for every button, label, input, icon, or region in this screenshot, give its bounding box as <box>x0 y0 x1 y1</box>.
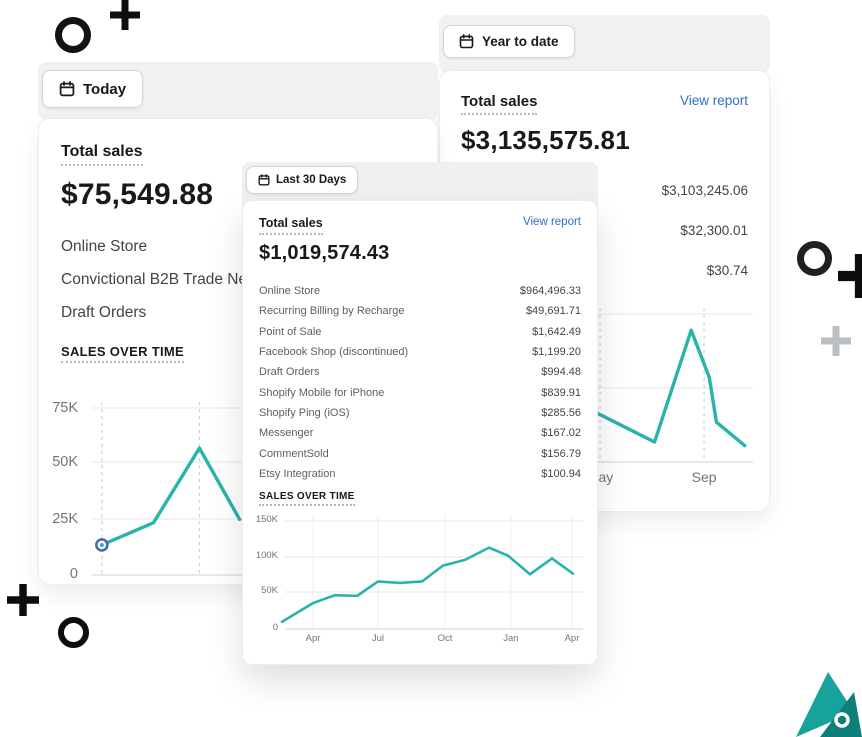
plus-decoration-icon <box>821 326 851 356</box>
view-report-link[interactable]: View report <box>679 93 748 108</box>
section-title: SALES OVER TIME <box>61 344 184 363</box>
table-row: Etsy Integration $100.94 <box>259 464 581 484</box>
section-title: SALES OVER TIME <box>259 491 355 506</box>
y-axis-tick-label: 150K <box>255 514 278 525</box>
calendar-icon <box>59 81 75 97</box>
tab-label: Last 30 Days <box>276 174 347 186</box>
x-axis-tick-label: Jan <box>503 633 519 644</box>
last-30-days-card: Total sales View report $1,019,574.43 On… <box>242 200 598 665</box>
x-axis-tick-label: Apr <box>564 633 580 644</box>
table-row: Shopify Mobile for iPhone $839.91 <box>259 382 581 402</box>
channel-label: Draft Orders <box>259 366 320 379</box>
channel-label: Point of Sale <box>259 325 322 338</box>
channel-list: Online Store Convictional B2B Trade Net Dr… <box>61 230 415 329</box>
calendar-icon <box>459 34 474 49</box>
channel-label: Convictional B2B Trade Net <box>61 270 252 288</box>
channel-label: Online Store <box>259 285 321 298</box>
list-item: Convictional B2B Trade Net <box>61 263 415 296</box>
table-row: Recurring Billing by Recharge $49,691.71 <box>259 301 581 321</box>
sales-over-time-chart <box>280 515 583 630</box>
table-row: Draft Orders $994.48 <box>259 362 581 382</box>
channel-value: $964,496.33 <box>519 285 581 298</box>
table-row: Online Store $964,496.33 <box>259 281 581 301</box>
channel-label: Shopify Mobile for iPhone <box>259 386 385 399</box>
table-row: Messenger $167.02 <box>259 423 581 443</box>
table-row: $32,300.01 <box>461 210 748 250</box>
channel-label: Messenger <box>259 427 314 440</box>
channel-value: $839.91 <box>541 386 581 399</box>
channel-value: $3,103,245.06 <box>661 182 748 198</box>
table-row: $3,103,245.06 <box>461 170 748 210</box>
total-sales-amount: $3,135,575.81 <box>461 125 630 155</box>
x-axis-tick-label: Oct <box>437 633 453 644</box>
date-range-tab-year-to-date[interactable]: Year to date <box>443 25 575 58</box>
date-range-tab-last-30-days[interactable]: Last 30 Days <box>246 166 359 194</box>
channel-label: Online Store <box>61 237 148 255</box>
channel-value: $285.56 <box>541 406 581 419</box>
metric-title: Total sales <box>61 143 143 166</box>
total-sales-amount: $1,019,574.43 <box>259 242 390 264</box>
channel-label: CommentSold <box>259 447 329 460</box>
y-axis-tick-label: 50K <box>52 454 78 470</box>
y-axis-tick-label: 100K <box>255 550 278 561</box>
table-row: Shopify Ping (iOS) $285.56 <box>259 403 581 423</box>
total-sales-amount: $75,549.88 <box>61 178 214 211</box>
y-axis-tick-label: 50K <box>261 585 278 596</box>
y-axis-tick-label: 0 <box>69 566 78 582</box>
channel-value: $1,642.49 <box>532 325 581 338</box>
channel-value-list: $3,103,245.06 $32,300.01 $30.74 <box>461 170 748 290</box>
list-item: Draft Orders <box>61 296 415 329</box>
calendar-icon <box>258 174 270 186</box>
metric-title: Total sales <box>461 93 538 115</box>
channel-value: $156.79 <box>541 447 581 460</box>
sales-line <box>280 546 575 624</box>
plus-decoration-icon <box>110 0 140 30</box>
chart-x-axis-labels: Apr Jul Oct Jan Apr <box>285 633 583 647</box>
channel-label: Recurring Billing by Recharge <box>259 305 405 318</box>
channel-value: $49,691.71 <box>525 305 581 318</box>
channel-sales-list: Online Store $964,496.33 Recurring Billing… <box>259 281 581 484</box>
corner-decoration <box>796 672 862 737</box>
sales-line <box>595 328 747 448</box>
metric-title: Total sales <box>259 216 323 235</box>
data-point-marker-dot <box>99 542 104 547</box>
tab-label: Year to date <box>482 34 559 49</box>
circle-decoration <box>58 617 89 648</box>
plus-decoration-icon <box>838 254 862 298</box>
y-axis-tick-label: 75K <box>52 400 78 416</box>
circle-decoration <box>55 17 91 53</box>
channel-value: $32,300.01 <box>680 222 748 238</box>
date-range-tab-today[interactable]: Today <box>42 70 144 108</box>
plus-decoration-icon <box>7 584 39 616</box>
channel-value: $100.94 <box>541 467 581 480</box>
y-axis-tick-label: 25K <box>52 511 78 527</box>
channel-value: $994.48 <box>541 366 581 379</box>
channel-value: $167.02 <box>541 427 581 440</box>
list-item: Online Store <box>61 230 415 263</box>
table-row: CommentSold $156.79 <box>259 443 581 463</box>
table-row: $30.74 <box>461 250 748 290</box>
channel-label: Facebook Shop (discontinued) <box>259 346 409 359</box>
x-axis-tick-label: Apr <box>305 633 321 644</box>
y-axis-tick-label: 0 <box>272 622 278 633</box>
table-row: Point of Sale $1,642.49 <box>259 322 581 342</box>
view-report-link[interactable]: View report <box>523 216 581 228</box>
card-group-last-30-days: Last 30 Days Total sales View report $1,… <box>242 162 598 665</box>
tab-label: Today <box>83 80 127 98</box>
x-axis-tick-label: Jul <box>371 633 385 644</box>
channel-label: Etsy Integration <box>259 467 336 480</box>
channel-label: Draft Orders <box>61 303 147 321</box>
x-axis-tick-label: Sep <box>691 469 717 485</box>
channel-value: $30.74 <box>706 262 748 278</box>
circle-decoration <box>797 241 832 276</box>
sales-line <box>100 446 242 547</box>
channel-label: Shopify Ping (iOS) <box>259 406 350 419</box>
table-row: Facebook Shop (discontinued) $1,199.20 <box>259 342 581 362</box>
channel-value: $1,199.20 <box>532 346 581 359</box>
